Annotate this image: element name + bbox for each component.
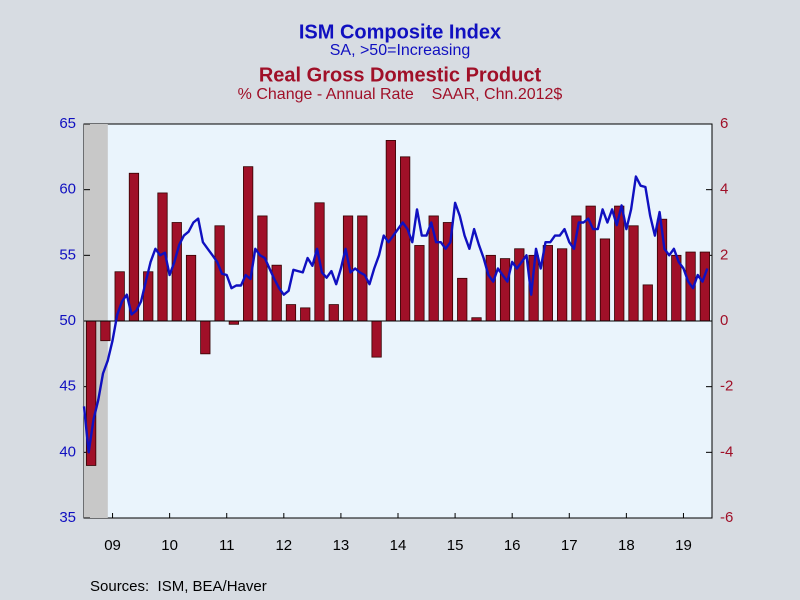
- bar: [257, 215, 268, 322]
- x-tick-label: 17: [561, 537, 578, 554]
- line: [82, 175, 709, 454]
- subtitle: SA, >50=Increasing: [330, 42, 471, 59]
- y2-tick-label: 2: [720, 246, 728, 263]
- x-tick-label: 09: [104, 537, 121, 554]
- y-tick-label: 55: [59, 246, 76, 263]
- y2-tick-label: 6: [720, 115, 728, 132]
- bar: [542, 245, 553, 322]
- bar: [171, 222, 182, 322]
- bar: [414, 245, 425, 322]
- bar: [128, 172, 140, 322]
- y-tick-label: 35: [59, 509, 76, 526]
- y2-tick-label: -4: [720, 443, 733, 460]
- bar: [642, 284, 653, 322]
- bar: [457, 277, 468, 322]
- bar: [300, 307, 311, 322]
- y-tick-label: 60: [59, 181, 76, 198]
- x-tick-label: 14: [390, 537, 407, 554]
- bar: [185, 254, 197, 322]
- x-tick-label: 12: [275, 537, 292, 554]
- x-tick-label: 18: [618, 537, 635, 554]
- x-tick-label: 15: [447, 537, 464, 554]
- bar: [271, 264, 282, 322]
- subtitle: % Change - Annual Rate SAAR, Chn.2012$: [238, 86, 563, 103]
- bar: [628, 225, 639, 322]
- bar: [285, 304, 297, 322]
- x-tick-label: 16: [504, 537, 521, 554]
- y-tick-label: 50: [59, 312, 76, 329]
- bar: [243, 166, 254, 322]
- bar: [328, 304, 339, 322]
- title: ISM Composite Index: [299, 21, 501, 43]
- x-tick-label: 11: [219, 537, 235, 554]
- bar: [342, 215, 354, 322]
- source: Sources: ISM, BEA/Haver: [90, 578, 267, 595]
- y-tick-label: 65: [59, 115, 76, 132]
- bar: [385, 140, 396, 322]
- bar: [357, 215, 368, 322]
- y2-tick-label: -2: [720, 378, 733, 395]
- x-tick-label: 19: [675, 537, 692, 554]
- bar: [699, 251, 710, 322]
- bar: [499, 258, 511, 322]
- bar: [100, 320, 111, 342]
- bar: [557, 248, 568, 322]
- bar: [143, 271, 154, 322]
- bar: [371, 320, 382, 358]
- bar: [599, 238, 611, 322]
- title: Real Gross Domestic Product: [259, 64, 542, 86]
- x-tick-label: 10: [161, 537, 178, 554]
- bar: [485, 254, 496, 322]
- y-tick-label: 40: [59, 443, 76, 460]
- bar: [400, 156, 411, 322]
- y2-tick-label: 4: [720, 181, 728, 198]
- x-tick-label: 13: [333, 537, 350, 554]
- y2-tick-label: -6: [720, 509, 733, 526]
- bar: [200, 320, 211, 355]
- y2-tick-label: 0: [720, 312, 728, 329]
- y-tick-label: 45: [59, 378, 76, 395]
